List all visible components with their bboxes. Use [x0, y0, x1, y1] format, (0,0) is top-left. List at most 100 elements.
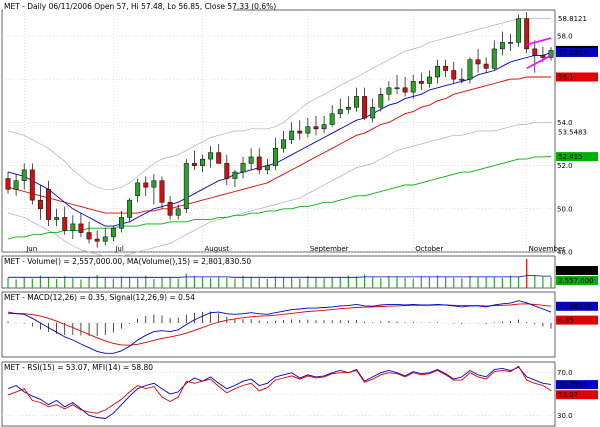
candle-body [475, 59, 481, 65]
month-label: October [415, 245, 443, 253]
volume-value-tag-label: 2,801,830 [558, 267, 594, 275]
candle-body [483, 63, 489, 69]
candle-body [208, 152, 214, 160]
candle-body [200, 158, 205, 166]
candle-body [175, 208, 181, 216]
candle-body [548, 50, 554, 58]
candle-body [370, 106, 376, 119]
volume-value-tag-label: 2,557,000 [558, 277, 594, 285]
rsi-tick-label: 70.0 [557, 369, 573, 377]
price-value-tag [556, 47, 598, 57]
candle-body [516, 18, 522, 43]
month-label: Jul [114, 245, 124, 253]
month-label: Jun [25, 245, 37, 253]
candle-body [70, 223, 76, 231]
candle-body [224, 163, 230, 179]
rsi-value-tag [556, 390, 598, 400]
price-tick-label: 48.0 [557, 249, 573, 257]
candle-body [467, 59, 473, 80]
candle-body [119, 217, 124, 229]
candle-body [13, 180, 19, 190]
candle-body [240, 163, 246, 173]
candle-body [62, 217, 68, 231]
candle-body [110, 227, 116, 238]
candle-body [305, 126, 311, 134]
candle-body [216, 152, 222, 164]
month-label: August [205, 245, 230, 253]
volume-title: MET - Volume() = 2,557,000.00, MA(Volume… [4, 257, 251, 266]
macd-value-tag [556, 315, 598, 325]
candle-body [297, 130, 303, 134]
candle-body [159, 180, 165, 203]
candle-body [435, 65, 440, 78]
candle-body [37, 199, 43, 210]
month-label: September [310, 245, 349, 253]
candle-body [426, 76, 432, 84]
candle-body [491, 48, 497, 69]
ma-fast-line [7, 51, 552, 227]
price-tick-label: 52.0 [557, 162, 573, 170]
volume-value-tag [556, 266, 598, 275]
candle-body [232, 171, 238, 179]
macd-title: MET - MACD(12,26) = 0.35, Signal(12,26,9… [4, 293, 195, 302]
candle-body [410, 81, 416, 93]
candle-body [46, 189, 51, 220]
price-value-tag [556, 152, 598, 162]
candle-body [451, 70, 457, 80]
price-value-tag-label: 58.8121 [558, 15, 587, 23]
candle-body [102, 236, 108, 242]
rsi-value-tag-label: 53.07 [558, 391, 578, 399]
candle-body [191, 163, 197, 166]
candle-body [183, 163, 189, 210]
macd-signal-line [7, 303, 552, 346]
rsi-title: MET - RSI(15) = 53.07, MFI(14) = 58.80 [4, 363, 153, 372]
candle-body [29, 169, 35, 201]
candle-body [362, 96, 368, 119]
volume-value-tag [556, 276, 598, 285]
candle-body [524, 18, 530, 50]
chart-title: MET - Daily 06/11/2006 Open 57, Hi 57.48… [4, 2, 276, 11]
candle-body [289, 130, 295, 140]
candle-body [329, 113, 335, 125]
candle-body [151, 180, 157, 188]
candle-body [402, 87, 408, 93]
candle-body [459, 78, 465, 81]
candle-body [378, 94, 384, 108]
candle-body [313, 126, 319, 130]
candle-body [5, 178, 11, 190]
candle-body [21, 169, 27, 181]
candle-body [281, 139, 287, 149]
trendline-lower [526, 54, 552, 70]
candle-body [354, 96, 359, 108]
title-background [3, 2, 233, 11]
price-value-tag-label: 52.415 [558, 153, 583, 161]
rsi-tick-label: 30.0 [557, 412, 573, 420]
candle-body [499, 42, 505, 50]
candle-body [418, 81, 424, 84]
candle-body [337, 109, 343, 114]
rsi-value-tag [556, 380, 598, 390]
bollinger-upper-line [7, 18, 552, 190]
price-value-tag-label: 56.1 [558, 73, 574, 81]
price-value-tag [556, 127, 598, 137]
month-label: November [529, 245, 566, 253]
bollinger-lower-line [7, 122, 551, 257]
ma-slow-line [7, 76, 551, 214]
candle-body [135, 182, 141, 197]
candle-body [443, 65, 449, 71]
candle-body [386, 87, 392, 95]
candle-body [94, 238, 100, 242]
pane-frame [1, 255, 556, 289]
rsi-line [7, 365, 552, 414]
trendline-upper [526, 37, 552, 46]
price-tick-label: 58.0 [557, 32, 573, 40]
candle-body [272, 148, 278, 166]
candle-body [508, 42, 513, 44]
macd-value-tag-label: 0.35 [558, 317, 574, 325]
rsi-value-tag-label: 58.7954 [558, 381, 587, 389]
candle-body [540, 55, 546, 58]
price-value-tag-label: 57.2355 [558, 49, 587, 57]
candle-body [167, 202, 173, 216]
